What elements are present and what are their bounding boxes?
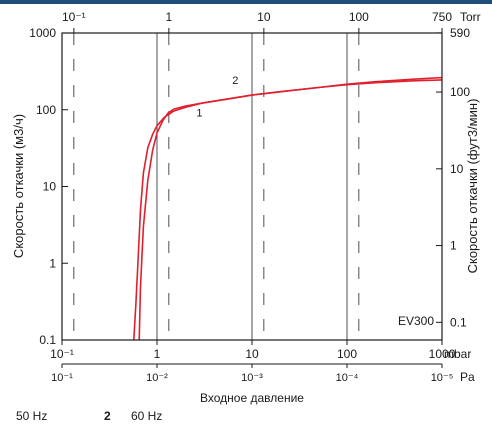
pa-tick-label-4: 10⁻⁵ [431, 372, 454, 384]
y-axis-label-right: Скорость откачки (фут3/мин) [465, 99, 480, 274]
legend-item-60hz-number: 2 [104, 409, 111, 423]
legend-item-50hz: 50 Hz [16, 409, 48, 423]
mbar-tick-label-0: 10⁻¹ [50, 347, 74, 361]
mbar-tick-label-3: 100 [337, 347, 357, 361]
torr-unit: Torr [460, 10, 481, 24]
pa-tick-label-3: 10⁻⁴ [336, 372, 359, 384]
torr-tick-label-2: 10 [257, 10, 271, 24]
torr-tick-label-0: 10⁻¹ [62, 10, 86, 24]
torr-tick-label-3: 100 [349, 10, 369, 24]
left-tick-label-1: 100 [36, 103, 56, 117]
series-1-line [138, 79, 443, 341]
pa-tick-label-1: 10⁻² [146, 372, 168, 384]
left-tick-label-0: 1000 [29, 26, 56, 40]
y-axis-label-left: Скорость откачки (м3/ч) [11, 114, 26, 258]
right-tick-label-0: 590 [450, 26, 470, 40]
model-label: EV300 [398, 314, 434, 328]
pa-tick-label-0: 10⁻¹ [51, 372, 73, 384]
mbar-tick-label-2: 10 [245, 347, 259, 361]
left-tick-label-3: 1 [49, 256, 56, 270]
legend-item-60hz: 60 Hz [131, 409, 163, 423]
top-accent-bar [0, 0, 492, 4]
pa-tick-label-2: 10⁻³ [241, 372, 263, 384]
chart-curves: 12 [133, 75, 443, 341]
series-2-label: 2 [232, 75, 238, 87]
mbar-tick-label-1: 1 [154, 347, 161, 361]
mbar-unit: mbar [444, 347, 471, 361]
x-axis-label: Входное давление [200, 391, 304, 405]
torr-tick-label-4: 750 [432, 10, 452, 24]
left-tick-label-4: 0.1 [39, 333, 56, 347]
chart-grid [73, 33, 360, 340]
right-tick-label-1: 100 [450, 85, 470, 99]
right-tick-label-2: 10 [450, 162, 464, 176]
right-tick-label-4: 0.1 [450, 315, 467, 329]
left-tick-label-2: 10 [43, 180, 57, 194]
mbar-tick-label-4: 1000 [429, 347, 456, 361]
series-1-label: 1 [196, 107, 202, 119]
series-2-line [133, 76, 443, 341]
right-tick-label-3: 1 [450, 239, 457, 253]
torr-tick-label-1: 1 [166, 10, 173, 24]
pa-unit: Pa [460, 370, 475, 384]
